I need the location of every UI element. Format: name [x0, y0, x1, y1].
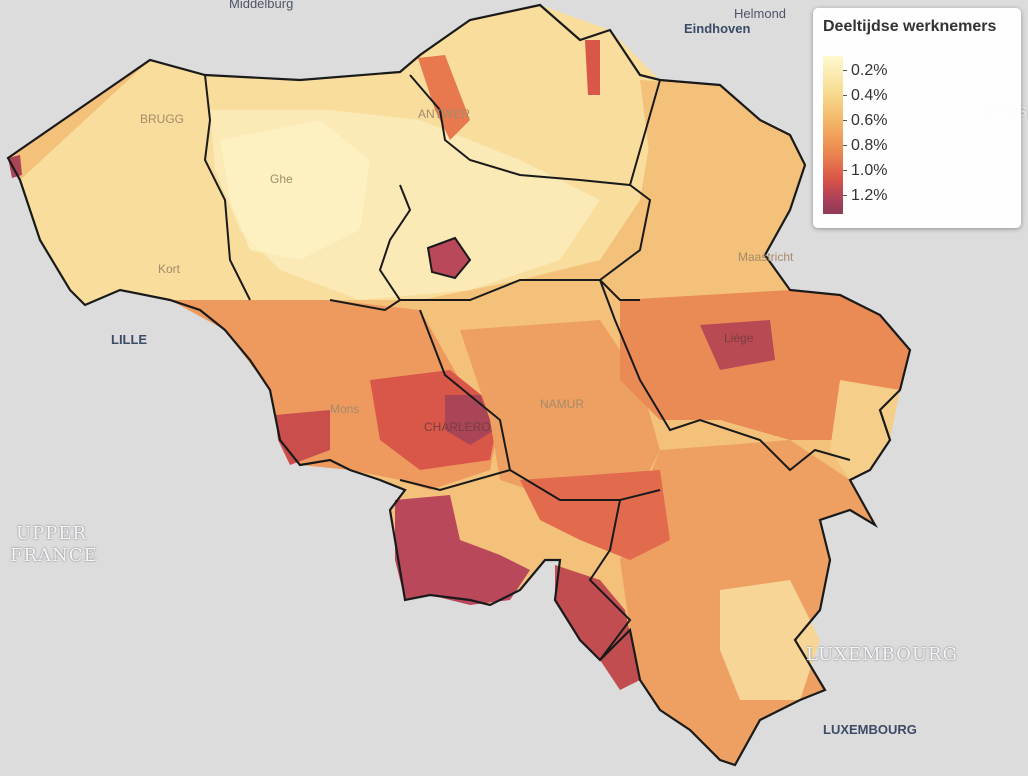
legend-title: Deeltijdse werknemers — [823, 18, 997, 35]
antwerp-north-dark — [418, 55, 470, 140]
east-cantons-pale — [830, 380, 900, 480]
east-flanders-pale — [220, 120, 370, 260]
province-borders — [203, 74, 851, 661]
label-helmond: Helmond — [734, 6, 787, 21]
label-upper: UPPER — [16, 523, 88, 544]
limburg-north-dark — [585, 40, 600, 95]
limburg-area — [640, 80, 805, 300]
legend-color-ramp — [823, 56, 843, 214]
dinant-area — [520, 470, 670, 560]
map-legend: Deeltijdse werknemers 0.2% 0.4% 0.6% 0.8… — [813, 8, 1021, 228]
label-brugge: BRUGG — [140, 112, 185, 126]
label-charleroi: CHARLERO — [424, 420, 491, 434]
label-maastricht: Maastricht — [738, 250, 794, 264]
label-ghent: Ghe — [270, 172, 293, 186]
west-flanders-edge — [8, 155, 22, 178]
liege-city-dark — [700, 320, 775, 370]
label-namur: NAMUR — [540, 397, 584, 411]
chimay-dark — [395, 495, 530, 605]
charleroi-dark — [445, 395, 495, 445]
label-luxembourg-city: LUXEMBOURG — [823, 722, 917, 737]
label-kortrijk: Kort — [158, 262, 181, 276]
legend-label: 0.4% — [842, 83, 887, 108]
namur-area — [460, 320, 660, 500]
label-lille: LILLE — [111, 332, 148, 347]
legend-label: 0.6% — [842, 108, 887, 133]
semois-dark — [555, 565, 640, 690]
legend-label: 1.0% — [842, 158, 887, 183]
label-eindhoven: Eindhoven — [684, 21, 751, 36]
label-antwerp: ANTWER — [418, 107, 470, 121]
label-liege: Liège — [724, 331, 754, 345]
country-border — [6, 3, 912, 767]
brussels-outline — [426, 236, 472, 280]
legend-label: 0.2% — [842, 58, 887, 83]
legend-label: 1.2% — [842, 183, 887, 208]
legend-label: 0.8% — [842, 133, 887, 158]
label-france: FRANCE — [10, 545, 98, 566]
legend-labels: 0.2% 0.4% 0.6% 0.8% 1.0% 1.2% — [842, 58, 887, 208]
label-mons: Mons — [330, 402, 360, 416]
brussels-region — [428, 238, 470, 278]
label-middelburg: Middelburg — [229, 0, 294, 11]
label-luxembourg-region: LUXEMBOURG — [806, 644, 958, 665]
luxembourg-prov-pale — [720, 580, 820, 700]
